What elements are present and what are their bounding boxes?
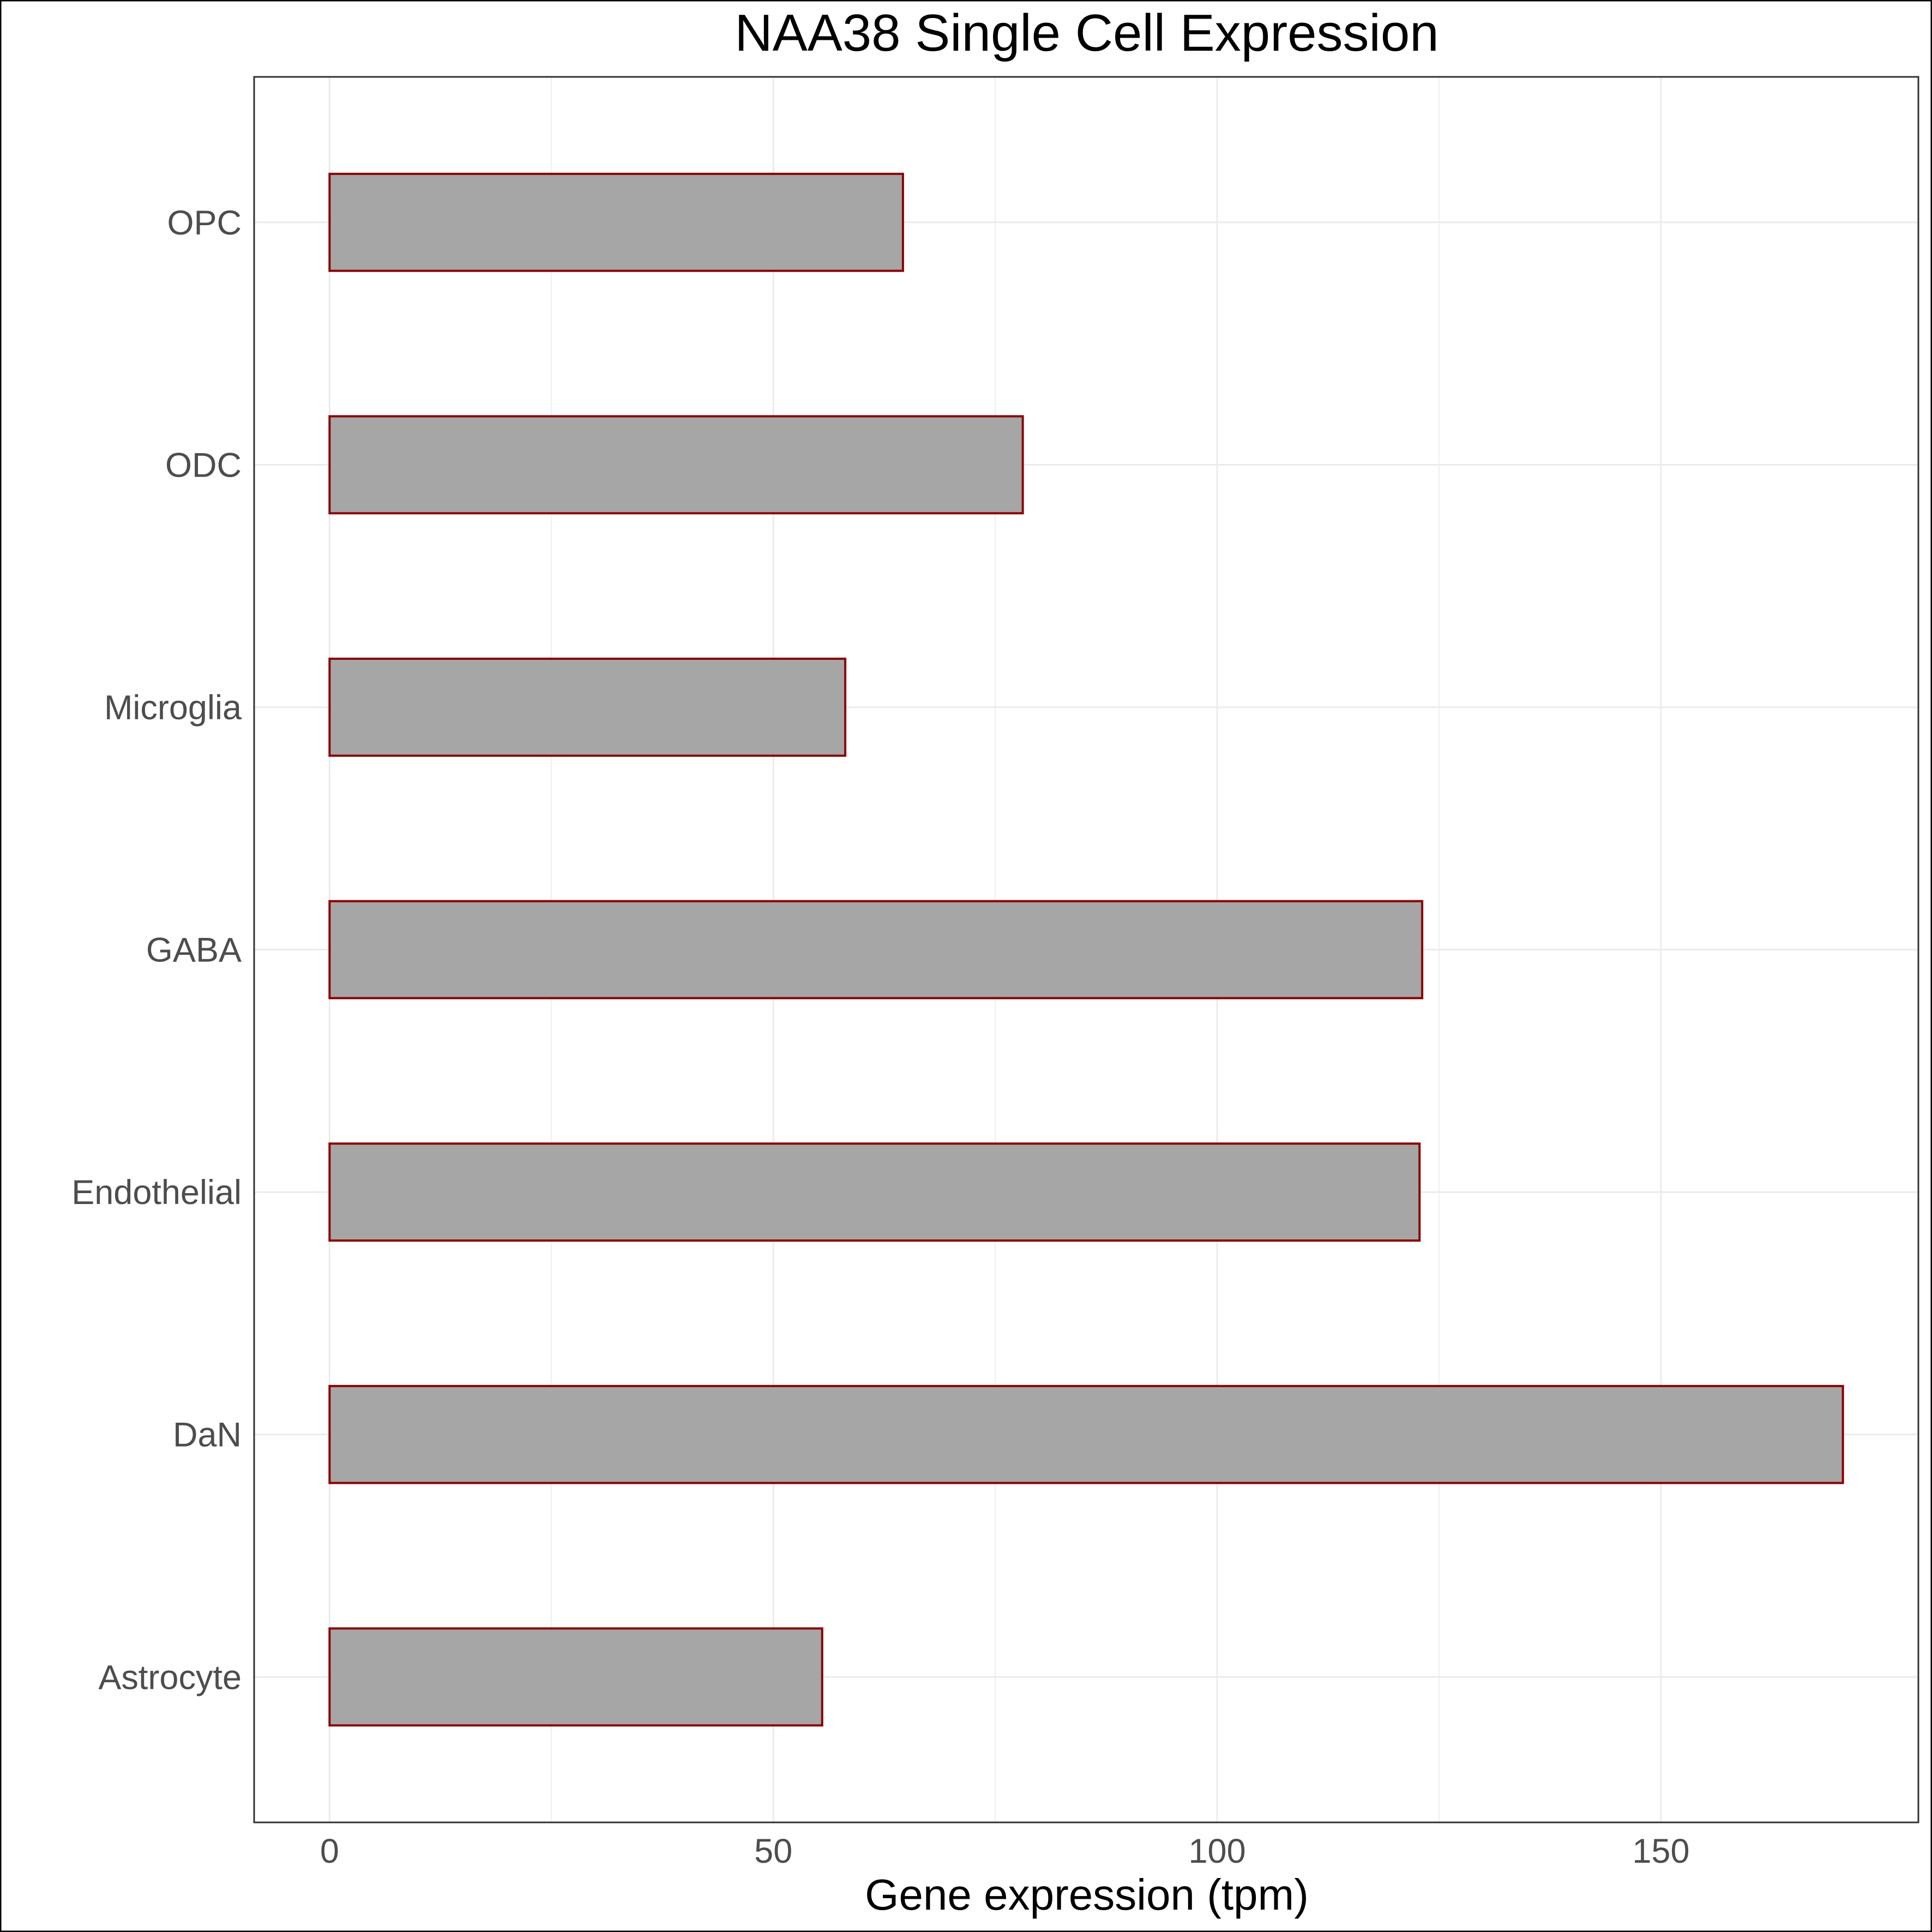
bar-dan xyxy=(328,1385,1844,1484)
x-tick-label: 0 xyxy=(320,1832,339,1870)
bar-microglia xyxy=(328,658,847,757)
y-tick-label: DaN xyxy=(173,1416,242,1454)
bar-gaba xyxy=(328,900,1424,1000)
y-tick-label: Endothelial xyxy=(71,1173,242,1212)
y-tick-label: ODC xyxy=(165,446,242,484)
bar-astrocyte xyxy=(328,1627,823,1727)
y-tick-label: Astrocyte xyxy=(98,1658,242,1696)
x-axis-title: Gene expression (tpm) xyxy=(865,1870,1309,1919)
x-tick-label: 50 xyxy=(754,1832,792,1870)
bar-odc xyxy=(328,415,1024,515)
y-tick-label: Microglia xyxy=(104,689,242,727)
y-tick-labels: Astrocyte DaN Endothelial GABA Microglia ODC O… xyxy=(71,204,242,1697)
chart-title: NAA38 Single Cell Expression xyxy=(735,4,1439,62)
x-tick-label: 100 xyxy=(1189,1832,1246,1870)
y-tick-label: OPC xyxy=(167,204,242,242)
x-tick-label: 150 xyxy=(1632,1832,1689,1870)
bars-layer xyxy=(328,172,1844,1727)
bar-opc xyxy=(328,172,904,272)
panel-border xyxy=(253,76,1919,1823)
x-tick-labels: 0 50 100 150 xyxy=(320,1832,1690,1870)
y-tick-label: GABA xyxy=(146,931,242,970)
bar-endothelial xyxy=(328,1142,1421,1242)
